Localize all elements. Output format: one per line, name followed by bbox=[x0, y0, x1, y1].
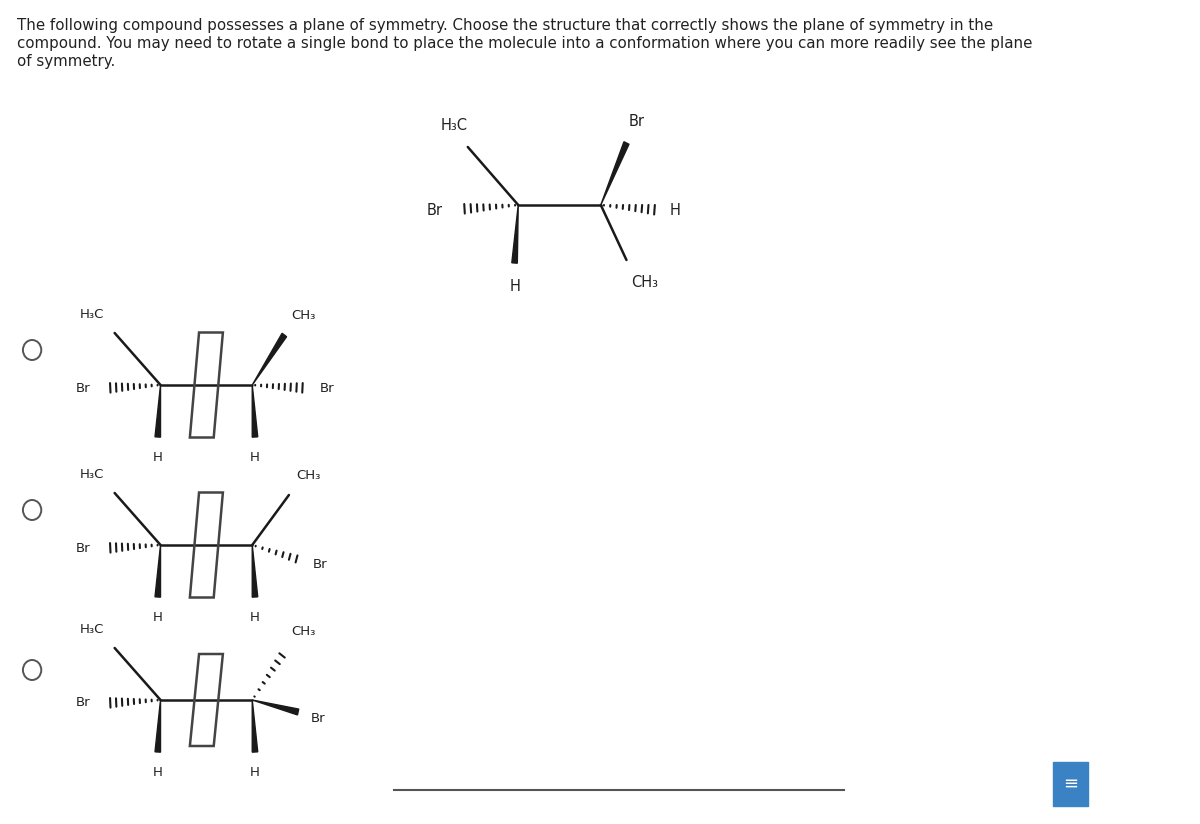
Polygon shape bbox=[252, 333, 287, 385]
Text: H: H bbox=[250, 451, 260, 464]
Text: CH₃: CH₃ bbox=[290, 309, 316, 322]
Polygon shape bbox=[252, 385, 258, 438]
Polygon shape bbox=[252, 545, 258, 597]
Polygon shape bbox=[512, 205, 518, 263]
Polygon shape bbox=[155, 545, 161, 597]
Text: CH₃: CH₃ bbox=[631, 275, 658, 290]
Text: Br: Br bbox=[76, 696, 91, 709]
Text: H: H bbox=[250, 766, 260, 779]
Text: Br: Br bbox=[76, 382, 91, 395]
Text: Br: Br bbox=[311, 711, 325, 724]
Text: CH₃: CH₃ bbox=[290, 625, 316, 638]
Text: of symmetry.: of symmetry. bbox=[17, 54, 115, 69]
Text: Br: Br bbox=[427, 203, 443, 218]
Polygon shape bbox=[155, 385, 161, 438]
Text: H₃C: H₃C bbox=[440, 118, 468, 133]
Text: H: H bbox=[670, 203, 680, 218]
Text: Br: Br bbox=[76, 541, 91, 555]
Text: ≡: ≡ bbox=[1063, 775, 1078, 793]
Text: H₃C: H₃C bbox=[79, 623, 103, 636]
Text: The following compound possesses a plane of symmetry. Choose the structure that : The following compound possesses a plane… bbox=[17, 18, 992, 33]
Text: Br: Br bbox=[320, 382, 335, 395]
Text: H: H bbox=[152, 766, 163, 779]
Text: H₃C: H₃C bbox=[79, 308, 103, 321]
Polygon shape bbox=[252, 700, 299, 715]
Text: H: H bbox=[152, 611, 163, 624]
Polygon shape bbox=[252, 700, 258, 752]
Text: CH₃: CH₃ bbox=[296, 469, 320, 482]
Text: compound. You may need to rotate a single bond to place the molecule into a conf: compound. You may need to rotate a singl… bbox=[17, 36, 1032, 51]
Text: Br: Br bbox=[629, 114, 644, 129]
FancyBboxPatch shape bbox=[1052, 762, 1088, 806]
Text: H: H bbox=[152, 451, 163, 464]
Text: H: H bbox=[250, 611, 260, 624]
Text: H₃C: H₃C bbox=[79, 468, 103, 481]
Polygon shape bbox=[155, 700, 161, 752]
Polygon shape bbox=[601, 142, 629, 205]
Text: H: H bbox=[509, 279, 520, 294]
Text: Br: Br bbox=[313, 559, 328, 572]
